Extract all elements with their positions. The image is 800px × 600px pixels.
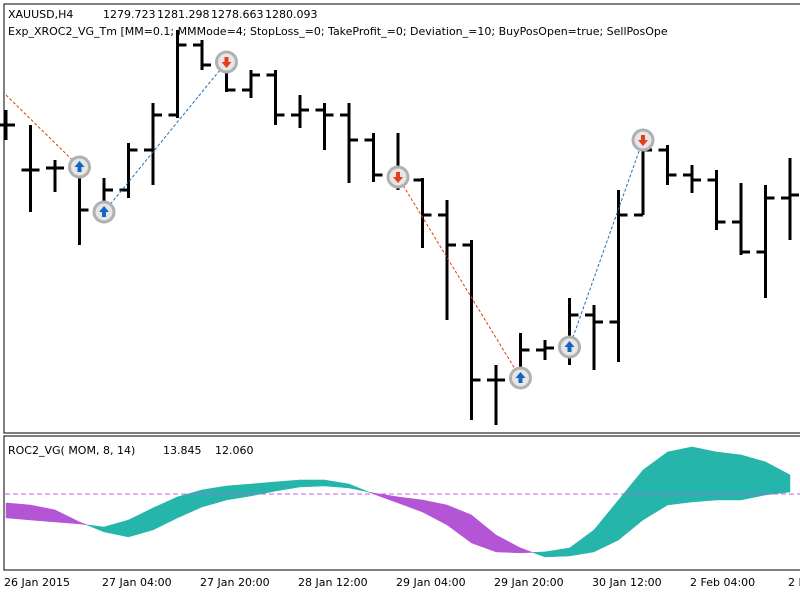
trade-marker [558,335,581,359]
indicator-title: ROC2_VG( MOM, 8, 14) [8,444,135,457]
marker-arrow [638,135,648,146]
trade-line [569,139,644,348]
trade-marker [68,155,91,179]
x-tick-label: 28 Jan 12:00 [298,576,368,589]
x-tick-label: 26 Jan 2015 [4,576,70,589]
marker-arrow [221,57,232,68]
x-tick-label: 27 Jan 20:00 [200,576,270,589]
expert-subtitle: Exp_XROC2_VG_Tm [MM=0.1; MMMode=4; StopL… [8,25,668,38]
indicator-value: 12.060 [215,444,254,457]
band-segment [79,521,87,526]
trade-line [103,61,227,213]
quote: 1281.298 [157,8,210,21]
x-tick-label: 27 Jan 04:00 [102,576,172,589]
quote: 1280.093 [265,8,318,21]
marker-arrow [515,372,526,383]
indicator-value: 13.845 [163,444,202,457]
band-segment [667,446,693,506]
marker-arrow [74,161,85,172]
marker-arrow [99,206,109,217]
trade-marker [631,128,655,152]
band-segment [740,454,766,501]
x-tick-label: 30 Jan 12:00 [592,576,662,589]
marker-arrow [564,341,575,352]
trade-marker [92,200,116,224]
trade-line [5,94,80,168]
trade-marker [215,50,238,74]
chart-title: XAUUSD,H4 [8,8,73,21]
trade-line [397,176,521,379]
band-segment [5,502,31,521]
x-tick-label: 29 Jan 20:00 [494,576,564,589]
trade-marker [509,366,532,390]
band-segment [716,451,742,501]
quote: 1278.663 [211,8,264,21]
quote: 1279.723 [103,8,156,21]
x-tick-label: 2 Feb 04:00 [690,576,755,589]
main-panel [3,3,800,434]
trade-marker [386,165,410,189]
band-segment [348,483,369,493]
band-segment [299,479,325,488]
x-tick-label: 29 Jan 04:00 [396,576,466,589]
band-segment [765,461,791,496]
band-segment [520,547,533,554]
marker-arrow [393,172,403,183]
x-tick-label: 2 F [788,576,800,589]
